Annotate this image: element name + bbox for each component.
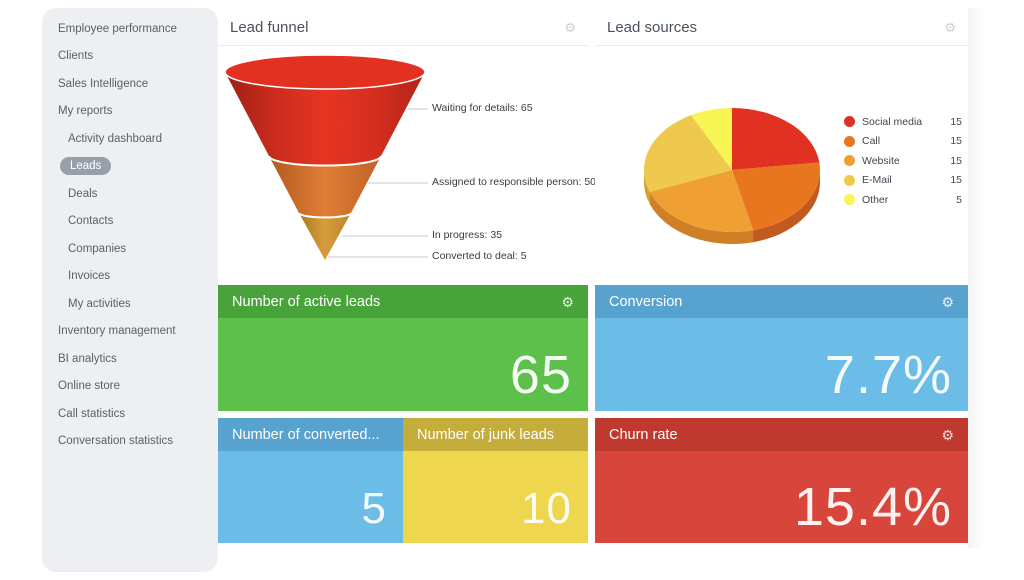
tile-header: Churn rate ⚙ — [595, 418, 968, 451]
tile-number-of-active-leads[interactable]: Number of active leads ⚙ 65 — [218, 285, 588, 411]
legend-value: 15 — [950, 154, 962, 167]
panel-header: Lead sources ⚙ — [595, 10, 968, 46]
sidebar-item-call-statistics[interactable]: Call statistics — [42, 400, 218, 428]
legend-item: Website 15 — [844, 151, 962, 171]
lead-funnel-panel: Lead funnel ⚙ — [218, 10, 596, 280]
legend-item: Call 15 — [844, 132, 962, 152]
page-edge-shadow — [968, 8, 984, 548]
tile-value: 65 — [509, 344, 572, 405]
legend-label: Social media — [862, 115, 923, 128]
gear-icon[interactable]: ⚙ — [944, 20, 956, 35]
pie-legend: Social media 15 Call 15 Website 15 E-Mai… — [844, 112, 962, 210]
tile-title: Conversion — [609, 293, 683, 310]
legend-label: Website — [862, 154, 900, 167]
sidebar-item-deals[interactable]: Deals — [42, 180, 218, 208]
legend-label: E-Mail — [862, 174, 892, 187]
panel-title: Lead funnel — [230, 19, 309, 36]
sidebar-item-companies[interactable]: Companies — [42, 235, 218, 263]
gear-icon[interactable]: ⚙ — [564, 20, 576, 35]
sidebar-item-label: Online store — [58, 380, 121, 393]
sidebar-item-label: Companies — [68, 242, 127, 255]
sidebar-item-label: BI analytics — [58, 352, 117, 365]
tile-churn-rate[interactable]: Churn rate ⚙ 15.4% — [595, 418, 968, 543]
sidebar-item-label: Call statistics — [58, 407, 126, 420]
legend-label: Other — [862, 193, 889, 206]
legend-item: E-Mail 15 — [844, 171, 962, 191]
legend-value: 5 — [956, 193, 962, 206]
funnel-stage-label: Assigned to responsible person: 50 — [432, 176, 597, 188]
funnel-stage-label: Converted to deal: 5 — [432, 250, 527, 262]
tile-value: 10 — [521, 483, 572, 533]
sidebar-item-label: Contacts — [68, 215, 114, 228]
sidebar-item-my-activities[interactable]: My activities — [42, 290, 218, 318]
tile-conversion[interactable]: Conversion ⚙ 7.7% — [595, 285, 968, 411]
tile-value: 15.4% — [793, 476, 952, 537]
sidebar-item-clients[interactable]: Clients — [42, 43, 218, 71]
sidebar-item-label: Clients — [58, 50, 94, 63]
legend-swatch-icon — [844, 174, 855, 186]
sidebar-item-employee-performance[interactable]: Employee performance — [42, 15, 218, 43]
funnel-chart: Waiting for details: 65 Assigned to resp… — [218, 46, 596, 279]
legend-swatch-icon — [844, 116, 855, 128]
tile-header: Number of junk leads — [403, 418, 588, 451]
legend-swatch-icon — [844, 194, 855, 206]
tile-title: Number of active leads — [232, 293, 381, 310]
legend-value: 15 — [950, 174, 962, 187]
active-item-pill: Leads — [60, 157, 112, 176]
pie-chart: Social media 15 Call 15 Website 15 E-Mai… — [595, 46, 968, 279]
sidebar-item-online-store[interactable]: Online store — [42, 373, 218, 401]
tile-value: 5 — [361, 483, 387, 533]
tile-header: Number of converted... — [218, 418, 403, 451]
panel-header: Lead funnel ⚙ — [218, 10, 588, 46]
legend-swatch-icon — [844, 135, 855, 147]
sidebar: Employee performance Clients Sales Intel… — [42, 8, 218, 572]
sidebar-item-label: Employee performance — [58, 22, 177, 35]
pie-graphic — [643, 108, 821, 245]
sidebar-item-leads[interactable]: Leads — [42, 153, 218, 181]
sidebar-item-bi-analytics[interactable]: BI analytics — [42, 345, 218, 373]
sidebar-item-my-reports[interactable]: My reports — [42, 98, 218, 126]
legend-item: Social media 15 — [844, 112, 962, 132]
sidebar-item-label: Activity dashboard — [68, 132, 162, 145]
funnel-stage-label: Waiting for details: 65 — [432, 102, 533, 114]
funnel-graphic — [224, 54, 428, 260]
gear-icon[interactable]: ⚙ — [941, 293, 954, 310]
legend-label: Call — [862, 135, 881, 148]
sidebar-item-contacts[interactable]: Contacts — [42, 208, 218, 236]
gear-icon[interactable]: ⚙ — [941, 426, 954, 443]
sidebar-item-invoices[interactable]: Invoices — [42, 263, 218, 291]
sidebar-item-label: Conversation statistics — [58, 435, 174, 448]
tile-title: Number of junk leads — [417, 426, 555, 443]
tile-header: Number of active leads ⚙ — [218, 285, 588, 318]
sidebar-item-label: Deals — [68, 187, 98, 200]
legend-item: Other 5 — [844, 190, 962, 210]
gear-icon[interactable]: ⚙ — [561, 293, 574, 310]
legend-swatch-icon — [844, 155, 855, 167]
tile-number-of-converted-leads[interactable]: Number of converted... 5 — [218, 418, 403, 543]
tile-value: 7.7% — [824, 344, 952, 405]
tile-number-of-junk-leads[interactable]: Number of junk leads 10 — [403, 418, 588, 543]
funnel-stage-label: In progress: 35 — [432, 229, 503, 241]
tile-header: Conversion ⚙ — [595, 285, 968, 318]
legend-value: 15 — [950, 135, 962, 148]
tile-title: Number of converted... — [232, 426, 380, 443]
lead-sources-panel: Lead sources ⚙ — [595, 10, 968, 280]
sidebar-item-label: Invoices — [68, 270, 111, 283]
sidebar-item-label: My activities — [68, 297, 131, 310]
tile-title: Churn rate — [609, 426, 678, 443]
sidebar-item-inventory-management[interactable]: Inventory management — [42, 318, 218, 346]
sidebar-item-label: My reports — [58, 105, 113, 118]
sidebar-item-activity-dashboard[interactable]: Activity dashboard — [42, 125, 218, 153]
sidebar-item-label: Sales Intelligence — [58, 77, 149, 90]
panel-title: Lead sources — [607, 19, 698, 36]
legend-value: 15 — [950, 115, 962, 128]
sidebar-item-sales-intelligence[interactable]: Sales Intelligence — [42, 70, 218, 98]
sidebar-item-label: Inventory management — [58, 325, 176, 338]
sidebar-item-conversation-statistics[interactable]: Conversation statistics — [42, 428, 218, 456]
